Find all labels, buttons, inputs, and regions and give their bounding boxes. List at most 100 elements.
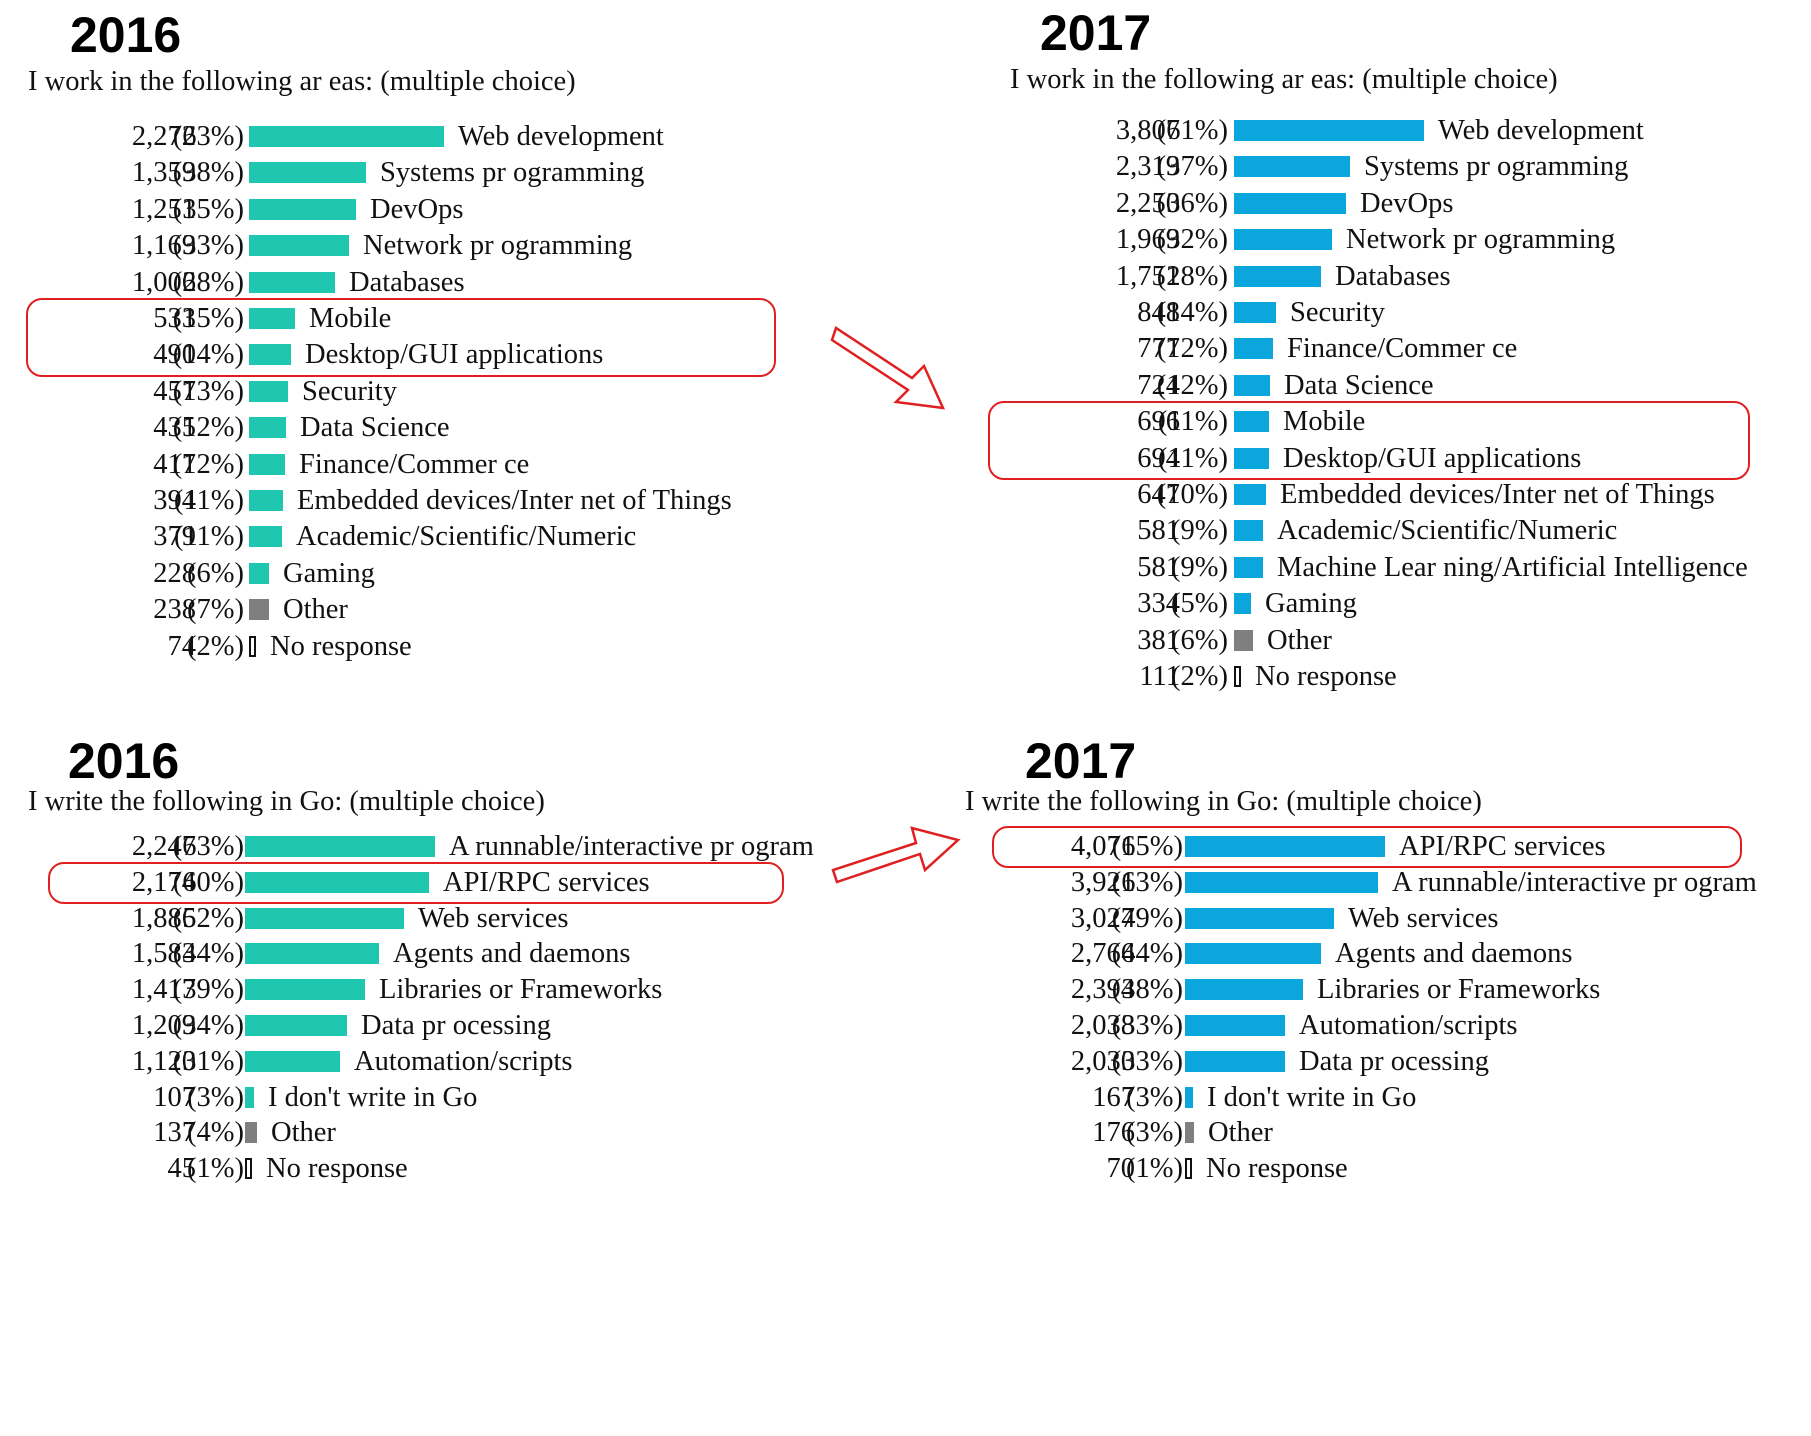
bar [1234,229,1332,251]
percent-label: (39%) [172,974,244,1006]
count-label: 45 [167,1153,197,1185]
bar [1185,1122,1194,1144]
category-label: DevOps [1360,187,1454,219]
bar [249,271,335,293]
bar [1185,979,1303,1001]
percent-label: (60%) [172,866,244,898]
count-label: 581 [1137,515,1180,547]
category-label: Web development [458,121,664,152]
bar [245,1050,340,1072]
bar-row: 74 (2%) No response [28,629,928,665]
category-label: Mobile [1283,406,1366,438]
category-label: Mobile [309,303,392,334]
category-label: Databases [349,266,465,298]
percent-label: (12%) [172,412,244,444]
category-label: I don't write in Go [1207,1081,1417,1113]
bar-row: 137 (4%) Other [28,1115,928,1151]
bar [1234,484,1266,505]
count-label: 1,251 [131,193,196,225]
highlight-box [992,826,1742,868]
bar-row: 1,583 (44%) Agents and daemons [28,936,928,972]
bar-row: 457 (13%) Security [28,374,928,410]
bar [249,235,349,257]
bar [1234,629,1253,651]
bar [249,198,356,220]
count-label: 696 [1137,406,1180,438]
count-label: 724 [1137,369,1180,401]
bar-row: 647 (10%) Embedded devices/Inter net of Th… [1010,477,1811,513]
bar [245,943,379,965]
count-label: 848 [1137,297,1180,328]
chart-go-usage-2017: 2017 I write the following in Go: (multip… [965,736,1811,1436]
bar [1234,156,1350,178]
chart-subtitle: I write the following in Go: (multiple c… [965,786,1482,817]
bar-row: 238 (7%) Other [28,592,928,628]
category-label: Machine Lear ning/Artificial Intelligenc… [1277,551,1748,583]
category-label: No response [266,1153,408,1185]
percent-label: (11%) [173,485,244,516]
bar-row: 379 (11%) Academic/Scientific/Numeric [28,519,928,555]
count-label: 2,766 [1070,938,1135,970]
count-label: 1,969 [1115,224,1180,256]
bar [249,453,285,475]
bar [1234,265,1321,287]
percent-label: (63%) [172,121,244,152]
highlight-box [988,401,1750,480]
bar [249,599,269,621]
category-label: Desktop/GUI applications [305,339,604,371]
category-label: Data pr ocessing [1299,1045,1489,1077]
percent-label: (11%) [1157,406,1228,438]
bar-row: 2,272 (63%) Web development [28,119,928,155]
bar-row: 111 (2%) No response [1010,659,1811,695]
chart-subtitle: I work in the following ar eas: (multipl… [1010,64,1558,95]
count-label: 3,807 [1115,115,1180,146]
chart-subtitle: I work in the following ar eas: (multipl… [28,66,576,97]
percent-label: (12%) [1156,333,1228,365]
percent-label: (10%) [1156,479,1228,510]
percent-label: (14%) [1156,297,1228,328]
bar-row: 1,006 (28%) Databases [28,265,928,301]
percent-label: (11%) [1157,442,1228,474]
count-label: 435 [153,412,196,444]
bar-row: 228 (6%) Gaming [28,556,928,592]
percent-label: (15%) [172,303,244,334]
category-label: Systems pr ogramming [1364,151,1629,183]
percent-label: (12%) [1156,369,1228,401]
count-label: 1,006 [131,266,196,298]
count-label: 457 [153,375,196,407]
count-label: 1,751 [1115,260,1180,292]
percent-label: (38%) [172,157,244,189]
count-label: 2,174 [131,866,196,898]
bar-row: 1,251 (35%) DevOps [28,192,928,228]
percent-label: (1%) [187,1153,244,1185]
category-label: Gaming [283,557,375,589]
bar-row: 176 (3%) Other [965,1115,1811,1151]
bar-row: 1,751 (28%) Databases [1010,259,1811,295]
percent-label: (3%) [1126,1081,1183,1113]
percent-label: (9%) [1171,515,1228,547]
category-label: No response [1255,661,1397,692]
count-label: 74 [167,630,197,662]
bar-row: 394 (11%) Embedded devices/Inter net of Th… [28,483,928,519]
percent-label: (4%) [187,1117,244,1149]
count-label: 3,921 [1070,866,1135,898]
category-label: Automation/scripts [1299,1010,1518,1041]
percent-label: (49%) [1111,902,1183,934]
category-label: No response [270,630,412,662]
category-label: Academic/Scientific/Numeric [1277,515,1618,547]
category-label: Data Science [300,412,450,444]
percent-label: (38%) [1111,974,1183,1006]
bar-row: 1,886 (52%) Web services [28,901,928,937]
count-label: 3,027 [1070,902,1135,934]
count-label: 1,209 [131,1010,196,1041]
count-label: 176 [1092,1117,1135,1149]
percent-label: (52%) [172,902,244,934]
category-label: Finance/Commer ce [1287,333,1518,365]
category-label: Systems pr ogramming [380,157,645,189]
bar [1234,411,1269,433]
count-label: 381 [1137,624,1180,656]
count-label: 647 [1137,479,1180,510]
category-label: Other [283,594,348,626]
category-label: Other [1208,1117,1273,1149]
bar [1234,120,1424,141]
